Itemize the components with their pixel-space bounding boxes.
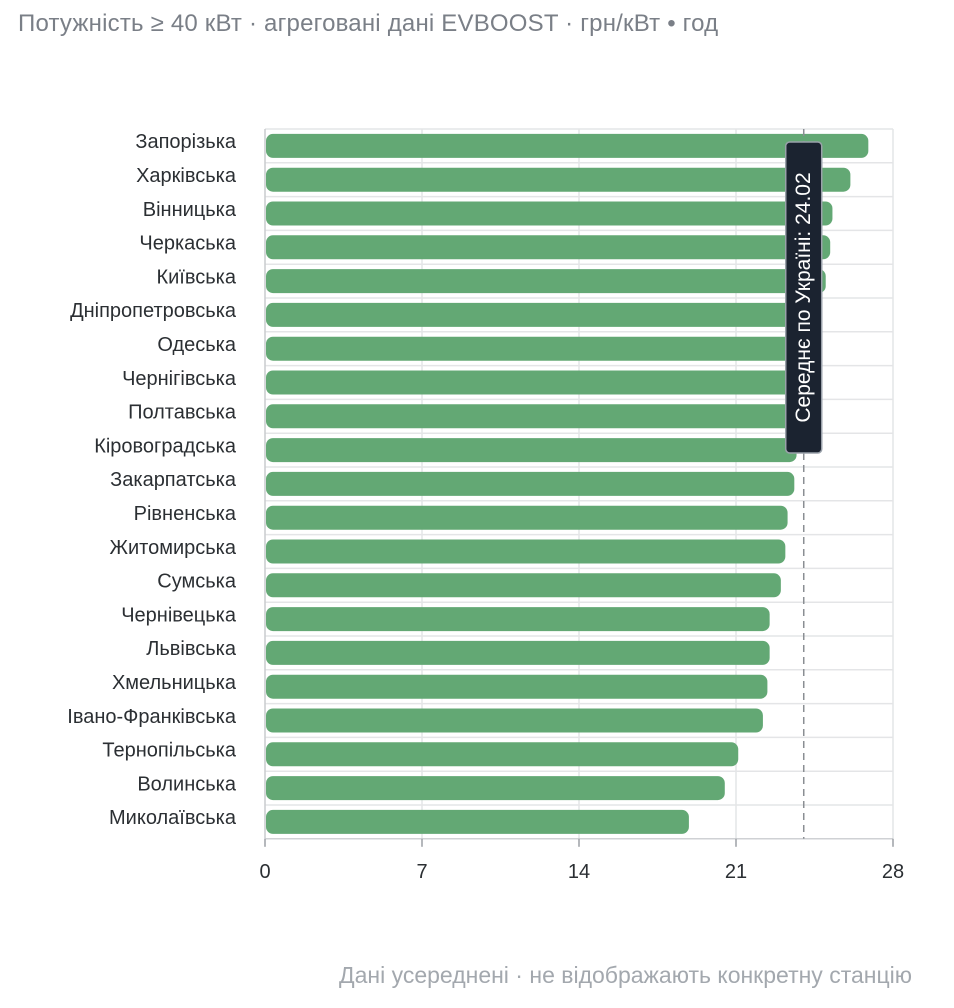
bar[interactable] — [266, 809, 689, 834]
x-tick-label: 0 — [259, 861, 270, 883]
bar[interactable] — [266, 640, 770, 665]
bar[interactable] — [266, 539, 786, 564]
category-label: Чернівецька — [121, 604, 237, 626]
bar[interactable] — [266, 404, 802, 429]
category-label: Черкаська — [139, 233, 236, 255]
category-label: Миколаївська — [109, 807, 237, 829]
average-label: Середнє по Україні: 24.02 — [792, 172, 815, 422]
chart-subtitle: Потужність ≥ 40 кВт · агреговані дані EV… — [18, 10, 719, 37]
category-label: Чернігівська — [122, 368, 237, 390]
bar[interactable] — [266, 370, 806, 395]
category-label: Запорізька — [135, 131, 237, 153]
bar[interactable] — [266, 235, 831, 260]
x-tick-label: 28 — [882, 861, 904, 883]
category-label: Львівська — [146, 638, 237, 660]
bars-layer — [266, 133, 869, 834]
bar-chart: Запорізька Харківська Вінницька Черкаська Ки… — [67, 128, 904, 883]
bar[interactable] — [266, 708, 763, 733]
bar[interactable] — [266, 302, 822, 327]
category-label: Волинська — [137, 773, 237, 795]
category-label: Житомирська — [110, 537, 237, 559]
category-label: Хмельницька — [112, 672, 237, 694]
bar[interactable] — [266, 438, 797, 463]
category-label: Тернопільська — [102, 740, 236, 762]
category-label: Закарпатська — [110, 469, 237, 491]
bar[interactable] — [266, 573, 781, 598]
bar[interactable] — [266, 133, 869, 158]
category-label: Полтавська — [128, 402, 237, 424]
bar[interactable] — [266, 336, 813, 361]
bar[interactable] — [266, 167, 851, 192]
bar[interactable] — [266, 776, 725, 801]
x-tick-label: 14 — [568, 861, 590, 883]
category-label: Одеська — [157, 334, 237, 356]
chart-footnote: Дані усереднені · не відображають конкре… — [339, 962, 912, 988]
category-label: Кіровоградська — [94, 435, 237, 457]
bar[interactable] — [266, 201, 833, 226]
bar[interactable] — [266, 742, 739, 767]
x-axis: 0 7 14 21 28 — [259, 838, 904, 883]
category-labels: Запорізька Харківська Вінницька Черкаська Ки… — [67, 131, 237, 829]
category-label: Рівненська — [134, 503, 237, 525]
average-annotation: Середнє по Україні: 24.02 — [784, 129, 823, 839]
category-label: Харківська — [136, 165, 237, 187]
category-label: Івано-Франківська — [67, 706, 237, 728]
category-label: Дніпропетровська — [70, 300, 237, 322]
x-tick-label: 21 — [725, 861, 747, 883]
bar[interactable] — [266, 674, 768, 699]
bar[interactable] — [266, 269, 826, 294]
bar[interactable] — [266, 471, 795, 496]
category-label: Київська — [156, 266, 236, 288]
bar[interactable] — [266, 607, 770, 632]
category-label: Сумська — [157, 571, 237, 593]
average-label-box — [784, 141, 823, 454]
x-tick-label: 7 — [416, 861, 427, 883]
category-label: Вінницька — [143, 199, 237, 221]
bar[interactable] — [266, 505, 788, 530]
